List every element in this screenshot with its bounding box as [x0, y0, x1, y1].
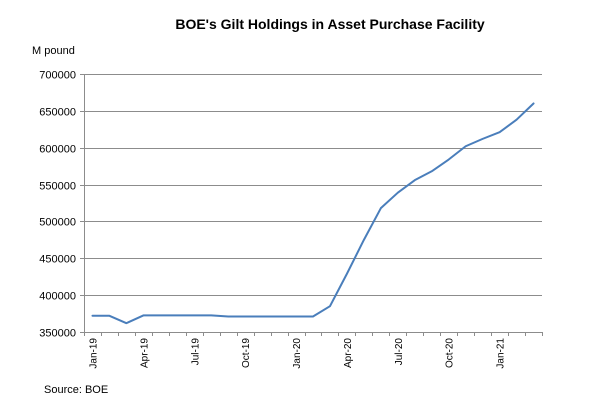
source-note: Source: BOE: [44, 384, 108, 396]
y-tick-label: 600000: [39, 144, 76, 156]
series-line-gilt-holdings: [91, 102, 535, 325]
x-tick-label: Jan-21: [496, 338, 507, 369]
y-tick-label: 500000: [39, 217, 76, 229]
x-tick-label: Jan-19: [88, 338, 99, 369]
y-tick-label: 650000: [39, 107, 76, 119]
chart-title: BOE's Gilt Holdings in Asset Purchase Fa…: [175, 16, 485, 32]
x-tick-label: Oct-20: [445, 338, 456, 368]
x-tick-label: Jul-19: [190, 338, 201, 366]
x-axis-ticks: Jan-19 Apr-19 Jul-19 Oct-19 Jan-20 Apr-20 Jul-…: [84, 332, 543, 369]
x-tick-label: Apr-19: [139, 338, 150, 368]
y-tick-label: 350000: [39, 328, 76, 340]
y-axis-ticks: 350000 400000 450000 500000 550000 600000 6500…: [39, 70, 84, 340]
y-tick-label: 450000: [39, 254, 76, 266]
x-tick-label: Jul-20: [394, 338, 405, 366]
x-tick-label: Oct-19: [241, 338, 252, 368]
series-group: [91, 102, 535, 325]
x-tick-label: Apr-20: [343, 338, 354, 368]
y-axis-unit-label: M pound: [32, 45, 75, 57]
y-tick-label: 550000: [39, 181, 76, 193]
y-tick-label: 400000: [39, 291, 76, 303]
axes: [84, 74, 542, 333]
x-tick-label: Jan-20: [292, 338, 303, 369]
gridlines: [84, 74, 542, 296]
y-tick-label: 700000: [39, 70, 76, 82]
